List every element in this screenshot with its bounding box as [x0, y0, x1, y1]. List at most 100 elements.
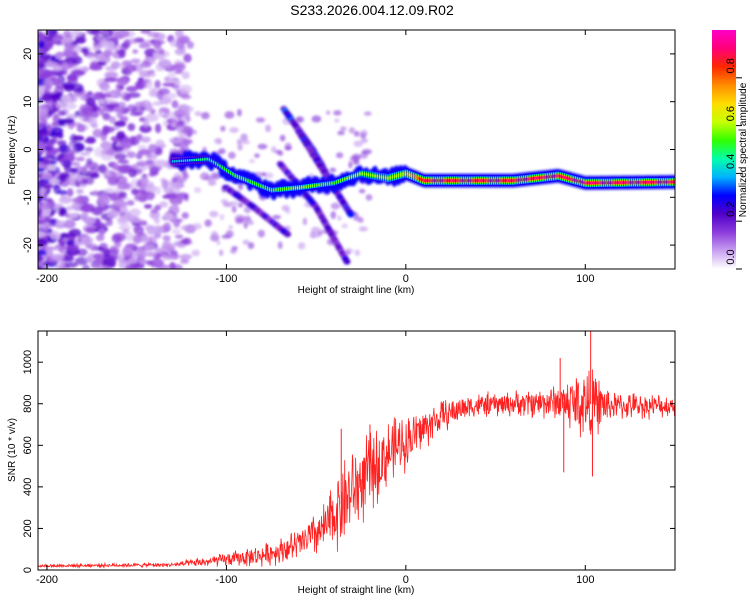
spectrogram-cell	[113, 106, 123, 114]
spectrogram-cell	[144, 186, 158, 193]
spectrogram-cell	[82, 264, 90, 269]
spectrogram-cell	[56, 220, 66, 226]
spectrogram-cell	[116, 131, 126, 140]
spectrogram-cell	[207, 179, 217, 186]
spectrogram-cell	[219, 213, 225, 221]
spectrogram-cell	[161, 179, 169, 190]
spectrogram-cell	[163, 212, 175, 221]
spectrogram-cell	[359, 172, 361, 175]
spectrogram-cell	[406, 172, 409, 176]
spectrogram-cell	[117, 159, 130, 164]
spectrogram-cell	[114, 176, 128, 185]
spectrogram-cell	[451, 179, 454, 182]
spectrogram-cell	[218, 249, 224, 256]
spectrogram-cell	[432, 179, 434, 182]
spectrogram-cell	[145, 251, 157, 257]
spectrogram-cell	[192, 129, 197, 135]
spectrogram-cell	[400, 173, 402, 176]
spectrogram-cell	[56, 101, 66, 109]
spectrogram-cell	[611, 181, 613, 184]
spectrogram-cell	[51, 126, 64, 136]
spectrogram-cell	[231, 245, 238, 251]
spectrogram-cell	[152, 101, 163, 106]
spectrogram-cell	[382, 176, 385, 179]
spectrogram-cell	[624, 181, 626, 184]
spectrogram-cell	[71, 202, 81, 210]
spectrogram-cell	[118, 253, 125, 261]
spectrogram-cell	[559, 174, 561, 178]
spectrogram-cell	[374, 174, 376, 178]
spectrogram-cell	[86, 52, 101, 61]
snr-x-tick-label: -200	[36, 574, 58, 586]
spectrogram-cell	[191, 158, 193, 162]
snr-x-tick-label: 0	[403, 574, 409, 586]
spectrogram-cell	[583, 181, 585, 184]
spectrogram-cell	[531, 177, 533, 180]
spectrogram-cell	[358, 188, 366, 194]
spectrogram-cell	[162, 194, 173, 199]
spectrogram-cell	[94, 147, 103, 158]
spectrogram-cell	[525, 177, 527, 181]
spectrogram-cell	[46, 150, 57, 156]
spectrogram-cell	[334, 118, 340, 123]
spectrogram-cell	[133, 225, 145, 235]
snr-y-tick-label: 600	[22, 436, 34, 454]
spectrogram-cell	[645, 181, 648, 184]
spectrogram-cell	[277, 241, 283, 250]
spectrogram-cell	[158, 201, 169, 208]
spectrogram-cell	[353, 130, 360, 137]
spectrogram-cell	[423, 179, 426, 182]
spectrogram-cell	[74, 36, 87, 44]
spectrogram-cell	[254, 153, 260, 158]
spectrogram-cell	[191, 249, 200, 257]
spectrogram-cell	[272, 214, 282, 220]
spectrogram-cell	[61, 37, 74, 44]
spectrogram-cell	[120, 78, 129, 86]
spectrogram-cell	[97, 195, 110, 206]
spectrogram-cell	[475, 179, 477, 182]
spectrogram-cell	[290, 187, 292, 190]
spectrogram-cell	[47, 165, 57, 171]
spectrogram-cell	[68, 122, 82, 127]
spectrogram-cell	[85, 226, 97, 234]
spectrogram-cell	[458, 179, 460, 182]
spectrogram-cell	[279, 188, 282, 191]
spectrogram-cell	[402, 172, 404, 176]
spectrogram-cell	[154, 204, 162, 211]
spectrogram-cell	[125, 264, 137, 269]
spectrogram-cell	[81, 236, 94, 244]
spectrogram-cell	[137, 144, 147, 150]
spectrogram-cell	[471, 179, 473, 182]
spectrogram-cell	[74, 44, 82, 53]
spectrogram-cell	[445, 179, 447, 182]
spectrogram-cell	[494, 179, 497, 182]
spectrogram-x-ticks: -200 -100 0 100	[36, 30, 594, 285]
spectrogram-cell	[193, 187, 202, 193]
spectrogram-cell	[57, 189, 68, 195]
colorbar-tick-label: 0.0	[725, 249, 737, 264]
spectrogram-cell	[281, 187, 284, 191]
spectrogram-cell	[216, 138, 222, 145]
spectrogram-cell	[92, 253, 105, 260]
spectrogram-cell	[145, 159, 154, 165]
spectrogram-cell	[330, 211, 337, 219]
spectrogram-cell	[387, 176, 389, 180]
spectrogram-cell	[325, 110, 331, 115]
spectrogram-y-tick-label: -10	[22, 189, 34, 205]
spectrogram-cell	[503, 179, 505, 182]
spectrogram-cell	[236, 138, 242, 145]
spectrogram-cell	[42, 80, 54, 85]
spectrogram-cell	[518, 178, 521, 182]
spectrogram-cell	[62, 159, 72, 169]
spectrogram-cell	[105, 219, 113, 227]
spectrogram-cell	[38, 56, 46, 65]
spectrogram-cell	[361, 172, 363, 175]
spectrogram-cell	[105, 149, 117, 156]
spectrogram-cell	[138, 79, 150, 84]
spectrogram-cell	[92, 190, 99, 196]
snr-series-line	[38, 369, 675, 569]
spectrogram-cell	[161, 241, 170, 250]
spectrogram-cell	[80, 47, 89, 54]
spectrogram-cell	[466, 179, 469, 182]
spectrogram-cell	[516, 178, 518, 182]
